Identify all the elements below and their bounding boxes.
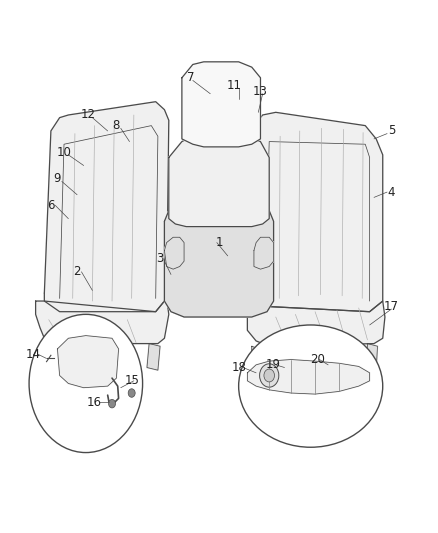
Polygon shape bbox=[182, 62, 261, 147]
Text: 5: 5 bbox=[388, 124, 395, 138]
Polygon shape bbox=[254, 237, 274, 269]
Polygon shape bbox=[247, 112, 383, 312]
Text: 18: 18 bbox=[231, 361, 246, 374]
Text: 20: 20 bbox=[310, 353, 325, 366]
Text: 9: 9 bbox=[54, 172, 61, 185]
Polygon shape bbox=[57, 336, 119, 387]
Polygon shape bbox=[254, 237, 274, 269]
Polygon shape bbox=[35, 298, 169, 344]
Polygon shape bbox=[247, 296, 385, 346]
Text: 14: 14 bbox=[26, 348, 41, 361]
Polygon shape bbox=[247, 296, 385, 346]
Polygon shape bbox=[164, 200, 274, 317]
Polygon shape bbox=[40, 344, 53, 378]
Polygon shape bbox=[169, 136, 269, 227]
Polygon shape bbox=[147, 344, 160, 370]
Text: 8: 8 bbox=[113, 119, 120, 132]
Text: 17: 17 bbox=[384, 300, 399, 313]
Text: 1: 1 bbox=[215, 236, 223, 249]
Polygon shape bbox=[164, 237, 184, 269]
Polygon shape bbox=[247, 112, 383, 312]
Text: 19: 19 bbox=[266, 358, 281, 372]
Circle shape bbox=[29, 314, 143, 453]
Polygon shape bbox=[252, 346, 265, 378]
Text: 12: 12 bbox=[81, 109, 95, 122]
Text: 2: 2 bbox=[73, 265, 81, 278]
Polygon shape bbox=[169, 136, 269, 227]
Polygon shape bbox=[182, 62, 261, 147]
Polygon shape bbox=[247, 360, 370, 394]
Polygon shape bbox=[35, 298, 169, 344]
Circle shape bbox=[260, 364, 279, 387]
Polygon shape bbox=[44, 102, 169, 312]
Polygon shape bbox=[367, 344, 378, 370]
Polygon shape bbox=[252, 346, 265, 378]
Polygon shape bbox=[164, 200, 274, 317]
Text: 3: 3 bbox=[156, 252, 164, 265]
Polygon shape bbox=[247, 360, 370, 394]
Text: 16: 16 bbox=[87, 395, 102, 409]
Text: 13: 13 bbox=[253, 85, 268, 98]
Polygon shape bbox=[44, 102, 169, 312]
Text: 4: 4 bbox=[388, 185, 395, 199]
Text: 7: 7 bbox=[187, 71, 194, 84]
Text: 10: 10 bbox=[57, 146, 71, 159]
Polygon shape bbox=[57, 336, 119, 387]
Polygon shape bbox=[164, 237, 184, 269]
Text: 11: 11 bbox=[227, 79, 242, 92]
Text: 6: 6 bbox=[47, 199, 55, 212]
Circle shape bbox=[264, 369, 275, 382]
Polygon shape bbox=[147, 344, 160, 370]
Polygon shape bbox=[367, 344, 378, 370]
Ellipse shape bbox=[239, 325, 383, 447]
Circle shape bbox=[109, 399, 116, 408]
Polygon shape bbox=[40, 344, 53, 378]
Text: 15: 15 bbox=[124, 374, 139, 387]
Circle shape bbox=[128, 389, 135, 397]
